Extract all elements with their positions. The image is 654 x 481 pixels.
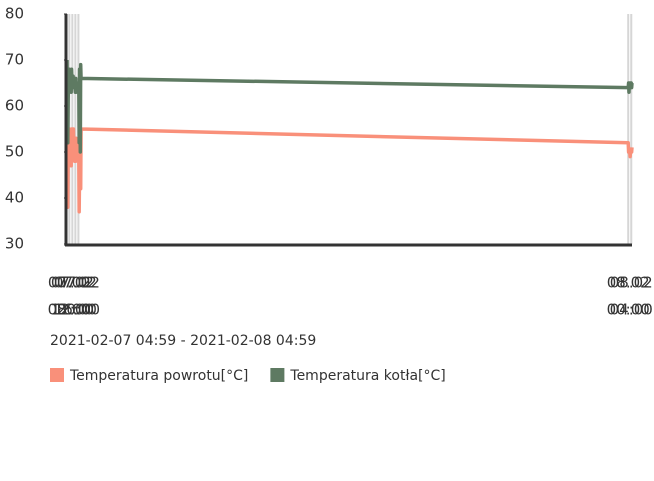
date-range: 2021-02-07 04:59 - 2021-02-08 04:59	[50, 333, 316, 349]
y-tick-label: 50	[5, 143, 24, 161]
x-tick-label: 20:00	[57, 301, 100, 319]
series-line	[65, 108, 634, 214]
legend-label: Temperatura powrotu[°C]	[69, 368, 248, 384]
x-tick-label: 08.02	[607, 274, 650, 292]
x-tick-label: 00:00	[607, 301, 650, 319]
legend-swatch	[50, 368, 64, 382]
y-tick-label: 60	[5, 97, 24, 115]
x-tick-label: 08.02	[610, 274, 653, 292]
y-tick-label: 30	[5, 235, 24, 253]
x-tick-label: 07.02	[51, 274, 94, 292]
y-tick-label: 40	[5, 189, 24, 207]
x-tick-label: 07.02	[57, 274, 100, 292]
x-tick-label: 12:00	[51, 301, 94, 319]
legend-swatch	[270, 368, 285, 382]
x-tick-label: 16:00	[54, 301, 97, 319]
series-line	[65, 59, 634, 154]
x-tick-label: 08:00	[48, 301, 91, 319]
y-tick-label: 70	[5, 51, 24, 69]
x-tick-label: 04:00	[610, 301, 653, 319]
legend-label: Temperatura kotła[°C]	[289, 368, 445, 384]
y-tick-label: 80	[5, 5, 24, 23]
x-tick-label: 07.02	[54, 274, 97, 292]
x-tick-label: 07.02	[48, 274, 91, 292]
